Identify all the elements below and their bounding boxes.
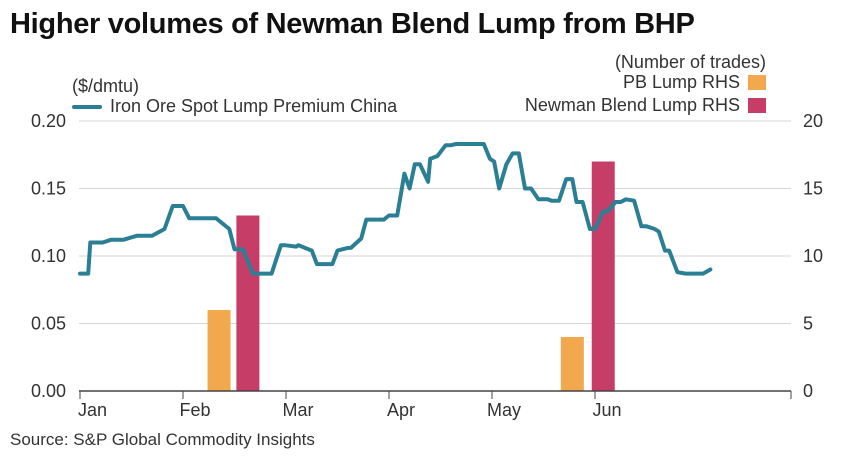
legend-newman-label: Newman Blend Lump RHS (524, 95, 740, 115)
y-left-tick-label: 0.00 (31, 381, 66, 401)
bars (207, 161, 615, 391)
y-right-tick-label: 15 (803, 179, 823, 199)
y-right-tick-label: 5 (803, 314, 813, 334)
legend-newman-entry: Newman Blend Lump RHS (525, 95, 766, 116)
x-tick-label: Mar (283, 400, 314, 420)
y-left-tick-label: 0.15 (31, 179, 66, 199)
y-right-tick-label: 0 (803, 381, 813, 401)
legend-newman-swatch (748, 98, 766, 113)
x-tick-label: Jun (592, 400, 621, 420)
legend-line-entry: Iron Ore Spot Lump Premium China (72, 96, 397, 117)
x-tick-label: Jan (78, 400, 107, 420)
x-tick-label: Apr (387, 400, 415, 420)
right-axis-unit-label: (Number of trades) (614, 52, 766, 72)
newman-blend-bar (236, 215, 260, 391)
y-left-tick-label: 0.10 (31, 246, 66, 266)
y-right-tick-label: 10 (803, 246, 823, 266)
x-tick-label: May (487, 400, 521, 420)
legend-pb-swatch (748, 75, 766, 90)
chart-title: Higher volumes of Newman Blend Lump from… (10, 8, 695, 40)
newman-blend-bar (591, 161, 615, 391)
legend-pb-entry: PB Lump RHS (623, 72, 766, 93)
gridlines (79, 120, 791, 324)
x-tick-label: Feb (179, 400, 210, 420)
axes: 0.00 0 0.05 5 0.10 10 0.15 15 0.20 20 Jan Feb Mar Apr… (31, 111, 823, 420)
y-left-tick-label: 0.20 (31, 111, 66, 131)
legend-line-swatch (72, 104, 102, 109)
line-series (78, 142, 713, 276)
pb-lump-bar (207, 310, 231, 391)
source-note: Source: S&P Global Commodity Insights (10, 430, 315, 449)
left-axis-unit-label: ($/dmtu) (72, 76, 140, 96)
legend-pb-label: PB Lump RHS (622, 72, 740, 92)
y-right-tick-label: 20 (803, 111, 823, 131)
legend-line-label: Iron Ore Spot Lump Premium China (110, 96, 398, 116)
lump-premium-line (78, 142, 713, 276)
pb-lump-bar (560, 337, 584, 391)
y-left-tick-label: 0.05 (31, 314, 66, 334)
